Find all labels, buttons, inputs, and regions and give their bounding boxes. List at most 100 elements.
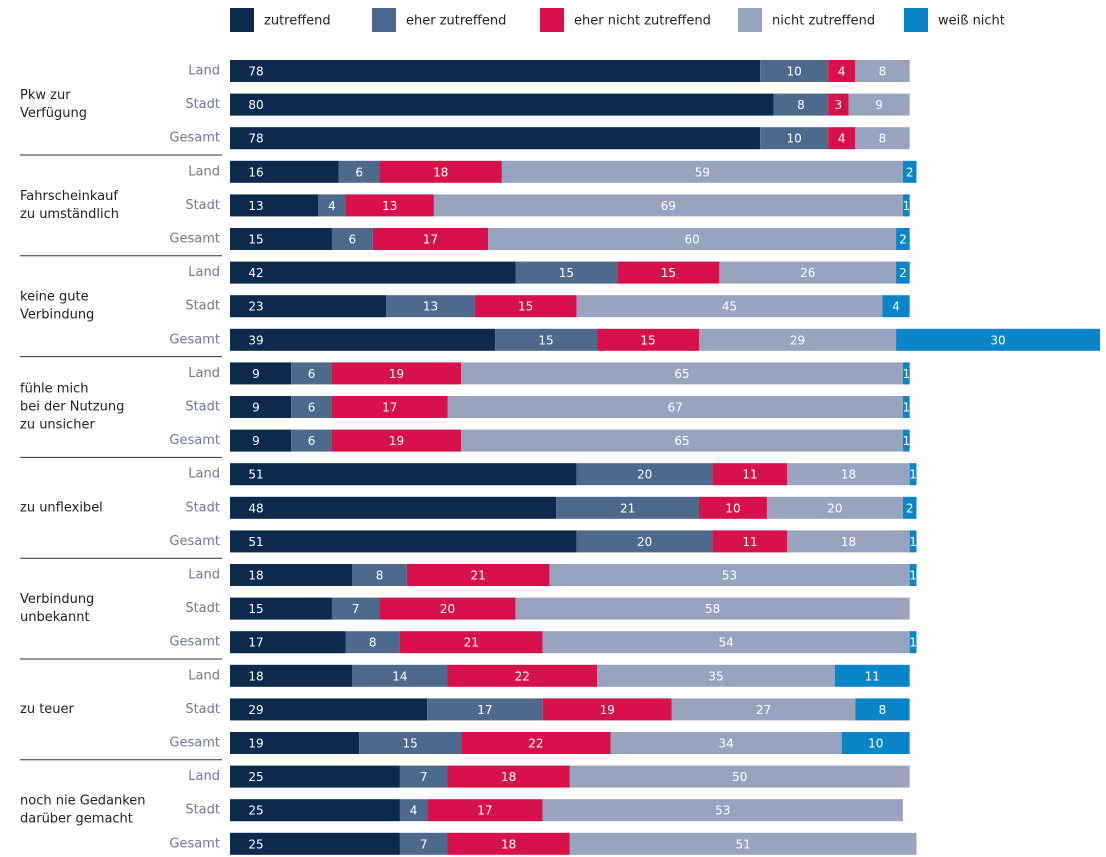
value-label: 18	[501, 837, 516, 851]
value-label: 6	[349, 233, 357, 247]
bar-segment	[461, 429, 903, 452]
value-label: 21	[464, 636, 479, 650]
value-label: 27	[756, 703, 771, 717]
row-label: Gesamt	[169, 232, 220, 247]
value-label: 17	[248, 636, 263, 650]
value-label: 1	[902, 199, 910, 213]
value-label: 15	[661, 266, 676, 280]
value-label: 35	[708, 669, 723, 683]
bar-segment	[461, 362, 903, 385]
bar-segment	[352, 564, 407, 586]
bar-segment	[597, 664, 835, 687]
value-label: 7	[420, 770, 428, 784]
row-label: Stadt	[185, 299, 220, 314]
row-label: Gesamt	[169, 534, 220, 549]
value-label: 6	[308, 401, 316, 415]
legend-swatch	[372, 8, 396, 32]
value-label: 29	[790, 333, 805, 347]
value-label: 2	[899, 266, 907, 280]
bar-segment	[576, 530, 713, 553]
bar-segment	[773, 93, 829, 116]
value-label: 10	[725, 501, 740, 515]
bar-segment	[766, 496, 903, 519]
value-label: 17	[382, 401, 397, 415]
bar-segment	[379, 597, 516, 620]
row-label: Land	[188, 769, 220, 784]
bar-segment	[828, 60, 856, 82]
value-label: 10	[868, 737, 883, 751]
bar-segment	[828, 93, 849, 116]
value-label: 1	[909, 569, 917, 583]
bar-segment	[542, 698, 672, 721]
value-label: 20	[440, 602, 455, 616]
bar-segment	[488, 228, 897, 250]
bar-segment	[230, 295, 387, 318]
group-label: Verbindung	[20, 592, 94, 607]
value-label: 15	[248, 233, 263, 247]
row-label: Land	[188, 64, 220, 79]
value-label: 9	[252, 401, 260, 415]
bar-segment	[230, 429, 292, 452]
bar-segment	[331, 396, 448, 418]
value-label: 50	[732, 770, 747, 784]
value-label: 8	[879, 703, 887, 717]
value-label: 9	[875, 98, 883, 112]
value-label: 22	[515, 669, 530, 683]
value-label: 51	[248, 468, 263, 482]
bar-segment	[787, 463, 910, 486]
bar-segment	[828, 127, 856, 150]
bar-segment	[331, 228, 373, 250]
bar-segment	[399, 832, 448, 855]
value-label: 4	[410, 804, 418, 818]
legend-swatch	[904, 8, 928, 32]
value-label: 18	[248, 669, 263, 683]
value-label: 29	[248, 703, 263, 717]
value-label: 54	[719, 636, 734, 650]
bar-segment	[760, 127, 829, 150]
bar-segment	[902, 396, 910, 418]
group-label: Pkw zur	[20, 88, 71, 103]
bar-segment	[610, 732, 842, 754]
bar-segment	[338, 160, 380, 183]
bar-segment	[386, 295, 475, 318]
bar-segment	[855, 127, 910, 150]
bar-segment	[556, 496, 699, 519]
row-label: Gesamt	[169, 736, 220, 751]
bar-segment	[230, 698, 428, 721]
value-label: 14	[392, 669, 407, 683]
value-label: 25	[248, 837, 263, 851]
bar-segment	[331, 429, 462, 452]
value-label: 60	[685, 233, 700, 247]
bar-segment	[230, 328, 496, 351]
value-label: 13	[382, 199, 397, 213]
value-label: 78	[248, 65, 263, 79]
value-label: 65	[674, 434, 689, 448]
bar-segment	[230, 631, 346, 654]
value-label: 4	[838, 65, 846, 79]
value-label: 15	[640, 333, 655, 347]
value-label: 1	[909, 468, 917, 482]
bar-segment	[447, 832, 570, 855]
value-label: 15	[518, 300, 533, 314]
value-label: 21	[470, 569, 485, 583]
value-label: 4	[838, 132, 846, 146]
bar-segment	[902, 496, 917, 519]
value-label: 17	[423, 233, 438, 247]
legend-label: eher nicht zutreffend	[574, 14, 711, 29]
value-label: 19	[389, 367, 404, 381]
bar-segment	[318, 194, 346, 217]
value-label: 11	[865, 669, 880, 683]
bar-segment	[352, 664, 448, 687]
bar-segment	[760, 60, 829, 82]
value-label: 3	[835, 98, 843, 112]
legend-label: nicht zutreffend	[772, 14, 875, 29]
row-label: Land	[188, 467, 220, 482]
legend-label: weiß nicht	[938, 14, 1005, 29]
bar-segment	[230, 597, 332, 620]
value-label: 6	[355, 165, 363, 179]
value-label: 25	[248, 804, 263, 818]
value-label: 6	[308, 367, 316, 381]
bar-segment	[399, 631, 543, 654]
value-label: 69	[661, 199, 676, 213]
bar-segment	[617, 261, 720, 284]
